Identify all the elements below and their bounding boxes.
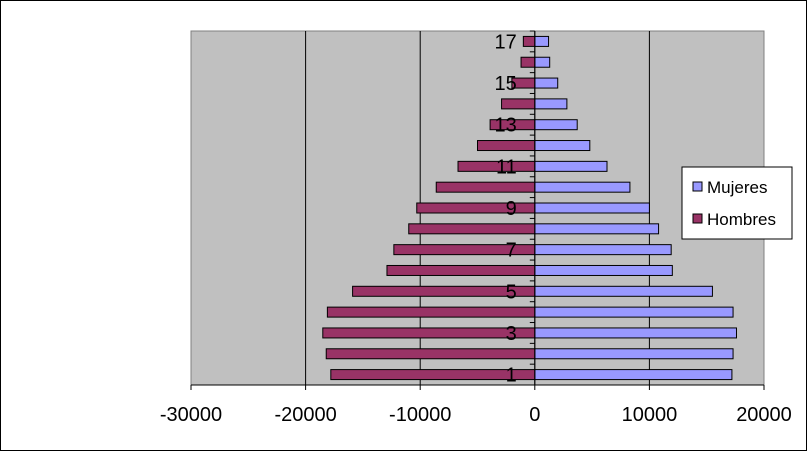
y-tick-label: 15 xyxy=(495,73,517,95)
x-tick-label: 10000 xyxy=(622,404,678,426)
bar-mujeres-16 xyxy=(534,56,551,68)
bar-mujeres-9 xyxy=(534,202,650,214)
bar-mujeres-13 xyxy=(534,119,578,131)
bar-hombres-2 xyxy=(325,348,536,360)
x-tick-label: 0 xyxy=(529,404,540,426)
y-tick-label: 17 xyxy=(495,31,517,53)
bar-mujeres-14 xyxy=(534,98,568,110)
bar-mujeres-4 xyxy=(534,306,734,318)
bar-mujeres-10 xyxy=(534,181,631,193)
bar-mujeres-15 xyxy=(534,77,559,89)
bars xyxy=(322,35,737,381)
y-tick-label: 5 xyxy=(506,281,517,303)
y-tick-label: 13 xyxy=(495,115,517,137)
y-tick-label: 3 xyxy=(506,323,517,345)
x-tick-label: -30000 xyxy=(160,404,222,426)
bar-hombres-9 xyxy=(416,202,536,214)
axes xyxy=(191,31,764,386)
y-tick-label: 9 xyxy=(506,198,517,220)
legend-label-mujeres: Mujeres xyxy=(707,178,767,197)
bar-mujeres-6 xyxy=(534,264,673,276)
y-tick-label: 1 xyxy=(506,365,517,387)
bar-hombres-14 xyxy=(501,98,536,110)
legend-swatch-hombres xyxy=(692,213,703,224)
x-tick-label: -20000 xyxy=(274,404,336,426)
bar-hombres-1 xyxy=(330,369,536,381)
bar-hombres-10 xyxy=(435,181,536,193)
bar-hombres-3 xyxy=(322,327,536,339)
y-tick-label: 7 xyxy=(506,240,517,262)
bar-mujeres-17 xyxy=(534,35,550,47)
legend-box xyxy=(681,166,793,240)
bar-hombres-17 xyxy=(522,35,536,47)
x-tick-label: -10000 xyxy=(389,404,451,426)
bar-hombres-6 xyxy=(386,264,536,276)
bar-mujeres-7 xyxy=(534,244,672,256)
bar-mujeres-12 xyxy=(534,140,591,152)
bar-hombres-4 xyxy=(326,306,536,318)
legend-label-hombres: Hombres xyxy=(707,210,776,229)
bar-mujeres-3 xyxy=(534,327,737,339)
bar-mujeres-11 xyxy=(534,160,608,172)
bar-mujeres-8 xyxy=(534,223,660,235)
bar-hombres-12 xyxy=(477,140,536,152)
x-axis-ticks: -30000 -20000 -10000 0 10000 20000 xyxy=(160,385,792,426)
bar-hombres-16 xyxy=(520,56,536,68)
legend-swatch-mujeres xyxy=(692,181,703,192)
legend: Mujeres Hombres xyxy=(681,166,793,240)
bar-hombres-8 xyxy=(408,223,536,235)
x-tick-label: 20000 xyxy=(736,404,792,426)
bar-mujeres-1 xyxy=(534,369,733,381)
bar-mujeres-2 xyxy=(534,348,734,360)
bar-mujeres-5 xyxy=(534,285,713,297)
y-tick-label: 11 xyxy=(496,156,517,178)
